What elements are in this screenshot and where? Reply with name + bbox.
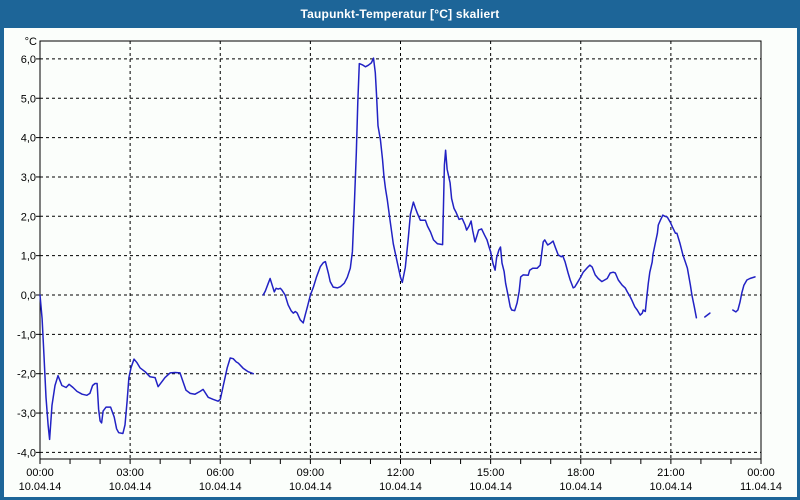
y-axis-tick-label: 3,0 xyxy=(21,172,36,184)
series-line xyxy=(732,276,756,313)
x-axis-time-label: 09:00 xyxy=(297,467,325,479)
x-axis-date-label: 10.04.14 xyxy=(289,481,332,493)
y-axis-tick-label: 5,0 xyxy=(21,93,36,105)
series-line xyxy=(39,294,255,441)
y-axis-tick-label: 2,0 xyxy=(21,211,36,223)
x-axis-date-label: 11.04.14 xyxy=(740,481,782,493)
window-border-bottom xyxy=(0,497,800,500)
y-axis-tick-label: -2,0 xyxy=(17,369,36,381)
series-line xyxy=(704,312,711,318)
x-axis-time-label: 00:00 xyxy=(747,467,775,479)
x-axis-date-label: 10.04.14 xyxy=(19,481,62,493)
x-axis-date-label: 10.04.14 xyxy=(379,481,422,493)
chart-area: 6,0 5,0 4,0 3,0 2,0 1,0 0,0 -1,0 -2,0 -3,0 -4,0 °C 0… xyxy=(0,28,800,500)
x-axis-date-label: 10.04.14 xyxy=(469,481,512,493)
y-axis-tick-label: 0,0 xyxy=(21,290,36,302)
window-border-left xyxy=(0,28,4,500)
y-axis-tick-label: -3,0 xyxy=(17,408,36,420)
x-axis-date-label: 10.04.14 xyxy=(559,481,602,493)
y-axis-tick-label: -4,0 xyxy=(17,447,36,459)
y-axis-tick-label: -1,0 xyxy=(17,329,36,341)
x-axis-date-label: 10.04.14 xyxy=(199,481,242,493)
x-axis-time-label: 18:00 xyxy=(567,467,595,479)
series-line xyxy=(262,57,698,324)
chart-svg: 6,0 5,0 4,0 3,0 2,0 1,0 0,0 -1,0 -2,0 -3,0 -4,0 °C 0… xyxy=(17,36,782,493)
y-axis-tick-label: 6,0 xyxy=(21,54,36,66)
y-axis-tick-label: 1,0 xyxy=(21,251,36,263)
x-axis-time-label: 00:00 xyxy=(26,467,54,479)
x-axis-time-label: 12:00 xyxy=(387,467,415,479)
y-axis-unit-label: °C xyxy=(25,36,37,48)
x-axis-date-label: 10.04.14 xyxy=(109,481,152,493)
window-border-right xyxy=(797,28,800,500)
x-axis-date-label: 10.04.14 xyxy=(649,481,692,493)
x-axis-time-label: 21:00 xyxy=(657,467,685,479)
y-axis-tick-label: 4,0 xyxy=(21,133,36,145)
window-title: Taupunkt-Temperatur [°C] skaliert xyxy=(300,7,500,21)
x-axis-time-label: 03:00 xyxy=(116,467,144,479)
x-axis-time-label: 06:00 xyxy=(206,467,234,479)
window-titlebar[interactable]: Taupunkt-Temperatur [°C] skaliert xyxy=(0,0,800,28)
x-axis-time-label: 15:00 xyxy=(477,467,505,479)
